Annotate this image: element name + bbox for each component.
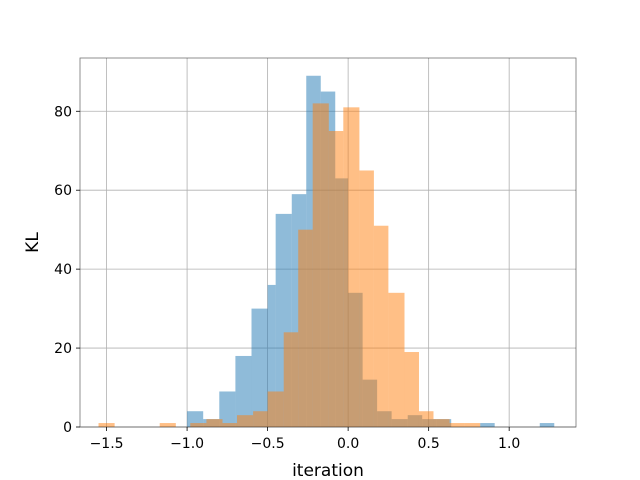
- histogram-bar-series-2: [343, 107, 360, 428]
- histogram-bar-series-1: [480, 423, 495, 427]
- histogram-bar-series-2: [373, 225, 389, 427]
- histogram-bar-series-1: [267, 284, 276, 427]
- y-tick-label: 20: [54, 341, 72, 357]
- histogram-bar-series-2: [190, 423, 207, 427]
- histogram-bar-series-2: [388, 292, 405, 427]
- plot-frame: [79, 57, 577, 428]
- y-tick-label: 80: [54, 104, 72, 120]
- histogram-bar-series-2: [418, 411, 434, 427]
- histogram-bar-series-1: [219, 391, 236, 427]
- y-axis-label: KL: [23, 232, 43, 253]
- histogram-bar-series-2: [449, 423, 465, 427]
- histogram-bar-series-2: [464, 423, 481, 427]
- x-axis-label: iteration: [292, 461, 364, 480]
- histogram-bar-series-2: [159, 423, 176, 427]
- x-tick-label: 0.5: [418, 436, 440, 452]
- histogram-bar-series-2: [312, 103, 329, 428]
- histogram-bar-series-1: [539, 423, 555, 427]
- histogram-bar-series-2: [404, 352, 419, 427]
- y-tick-label: 60: [54, 183, 72, 199]
- histogram-bar-series-2: [433, 419, 450, 427]
- histogram-bar-series-2: [206, 419, 223, 427]
- y-tick-label: 0: [63, 420, 72, 436]
- histogram-bar-series-2: [298, 229, 313, 427]
- histogram-bar-series-1: [235, 355, 252, 427]
- x-tick-label: −0.5: [251, 436, 285, 452]
- histogram-bar-series-2: [283, 332, 299, 427]
- histogram-bar-series-2: [237, 415, 254, 427]
- x-tick-label: −1.5: [90, 436, 124, 452]
- histogram-bar-series-2: [267, 391, 284, 427]
- histogram-bar-series-2: [253, 411, 268, 427]
- histogram-bar-series-2: [359, 170, 374, 427]
- histogram-bar-series-2: [328, 131, 344, 428]
- histogram-bar-series-2: [222, 423, 238, 427]
- bars-layer: [98, 75, 555, 428]
- ticks-layer: −1.5 −1.0 −0.5 0.0 0.5 1.0 0 20 40 60 80: [54, 104, 520, 452]
- histogram-bar-series-2: [98, 423, 115, 427]
- x-tick-label: 1.0: [498, 436, 520, 452]
- y-tick-label: 40: [54, 262, 72, 278]
- histogram-bar-series-1: [251, 308, 268, 427]
- x-tick-label: −1.0: [170, 436, 204, 452]
- x-tick-label: 0.0: [337, 436, 359, 452]
